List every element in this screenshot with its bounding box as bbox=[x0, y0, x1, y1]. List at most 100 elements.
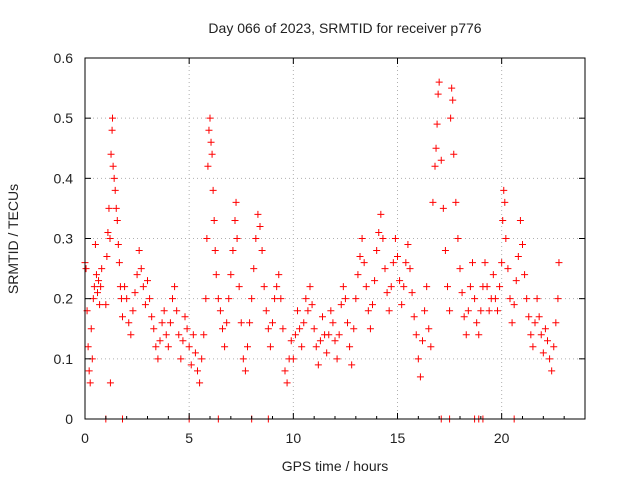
data-point bbox=[277, 295, 285, 303]
data-point bbox=[205, 126, 213, 134]
data-point bbox=[239, 355, 247, 363]
data-point bbox=[246, 319, 254, 327]
data-point bbox=[535, 313, 543, 321]
data-point bbox=[179, 337, 187, 345]
data-point bbox=[512, 277, 520, 285]
data-point bbox=[273, 283, 281, 291]
data-point bbox=[554, 295, 562, 303]
data-point bbox=[521, 271, 529, 279]
data-point bbox=[106, 379, 114, 387]
data-point bbox=[444, 283, 451, 291]
data-point bbox=[327, 307, 335, 315]
data-point bbox=[87, 325, 95, 333]
data-point bbox=[248, 295, 256, 303]
data-point bbox=[412, 331, 420, 339]
x-tick-label: 20 bbox=[494, 430, 510, 446]
data-point bbox=[533, 295, 541, 303]
data-point bbox=[204, 162, 212, 170]
data-point bbox=[208, 150, 216, 158]
data-point bbox=[485, 307, 493, 315]
data-point bbox=[464, 307, 472, 315]
data-point bbox=[510, 301, 518, 309]
data-point bbox=[337, 301, 345, 309]
data-point bbox=[175, 331, 183, 339]
y-tick-label: 0.4 bbox=[54, 170, 74, 186]
data-point bbox=[166, 319, 174, 327]
data-point bbox=[169, 295, 176, 303]
data-point bbox=[344, 319, 351, 327]
data-point bbox=[539, 349, 547, 357]
data-point bbox=[237, 319, 245, 327]
data-point bbox=[319, 313, 326, 321]
data-point bbox=[244, 343, 251, 351]
data-point bbox=[264, 325, 272, 333]
data-point bbox=[404, 241, 412, 249]
data-point bbox=[500, 186, 508, 194]
data-point bbox=[200, 331, 208, 339]
data-point bbox=[356, 253, 364, 261]
data-point bbox=[210, 216, 218, 224]
data-point bbox=[139, 283, 147, 291]
data-point bbox=[546, 355, 554, 363]
data-point bbox=[348, 361, 356, 369]
data-point bbox=[113, 216, 121, 224]
data-point bbox=[109, 114, 116, 122]
y-tick-label: 0 bbox=[65, 411, 73, 427]
data-point bbox=[260, 283, 268, 291]
data-point bbox=[209, 186, 217, 194]
data-point bbox=[85, 367, 93, 375]
data-point bbox=[514, 253, 522, 261]
x-tick-label: 5 bbox=[185, 430, 193, 446]
data-point bbox=[431, 162, 439, 170]
data-point bbox=[339, 283, 347, 291]
data-point bbox=[419, 337, 426, 345]
data-point bbox=[254, 210, 262, 218]
data-point bbox=[331, 337, 339, 345]
y-axis-label: SRMTID / TECUs bbox=[5, 184, 21, 294]
data-point bbox=[323, 349, 331, 357]
data-point bbox=[152, 343, 160, 351]
data-point bbox=[314, 361, 322, 369]
data-point bbox=[97, 283, 105, 291]
data-point bbox=[198, 355, 206, 363]
data-point bbox=[333, 355, 341, 363]
data-point bbox=[131, 289, 139, 297]
data-point bbox=[109, 162, 117, 170]
data-point bbox=[196, 379, 204, 387]
data-point bbox=[421, 307, 429, 315]
data-point bbox=[289, 355, 297, 363]
data-point bbox=[427, 343, 435, 351]
grid-lines bbox=[85, 58, 585, 419]
data-point bbox=[483, 283, 491, 291]
data-point bbox=[362, 283, 370, 291]
y-tick-label: 0.1 bbox=[54, 351, 74, 367]
data-point bbox=[177, 355, 185, 363]
data-point bbox=[396, 277, 404, 285]
data-point bbox=[310, 325, 318, 333]
data-point bbox=[106, 235, 114, 242]
data-point bbox=[406, 265, 414, 273]
data-point bbox=[269, 319, 276, 327]
data-point bbox=[452, 198, 460, 206]
data-point bbox=[98, 265, 106, 273]
data-point bbox=[137, 265, 145, 273]
data-point bbox=[115, 259, 123, 267]
data-point bbox=[394, 253, 401, 261]
data-point bbox=[552, 319, 560, 327]
data-point bbox=[458, 289, 466, 297]
data-point bbox=[114, 241, 122, 249]
data-point bbox=[434, 90, 442, 98]
data-point bbox=[550, 343, 558, 351]
data-point bbox=[454, 235, 462, 242]
data-point bbox=[471, 295, 479, 303]
data-point bbox=[302, 295, 310, 303]
data-point bbox=[296, 325, 304, 333]
data-point bbox=[241, 367, 249, 375]
data-point bbox=[371, 277, 379, 285]
data-point bbox=[183, 325, 191, 333]
data-point bbox=[92, 271, 100, 279]
data-point bbox=[123, 295, 131, 303]
data-point bbox=[529, 343, 537, 351]
data-point bbox=[496, 283, 504, 291]
data-point bbox=[105, 204, 113, 212]
